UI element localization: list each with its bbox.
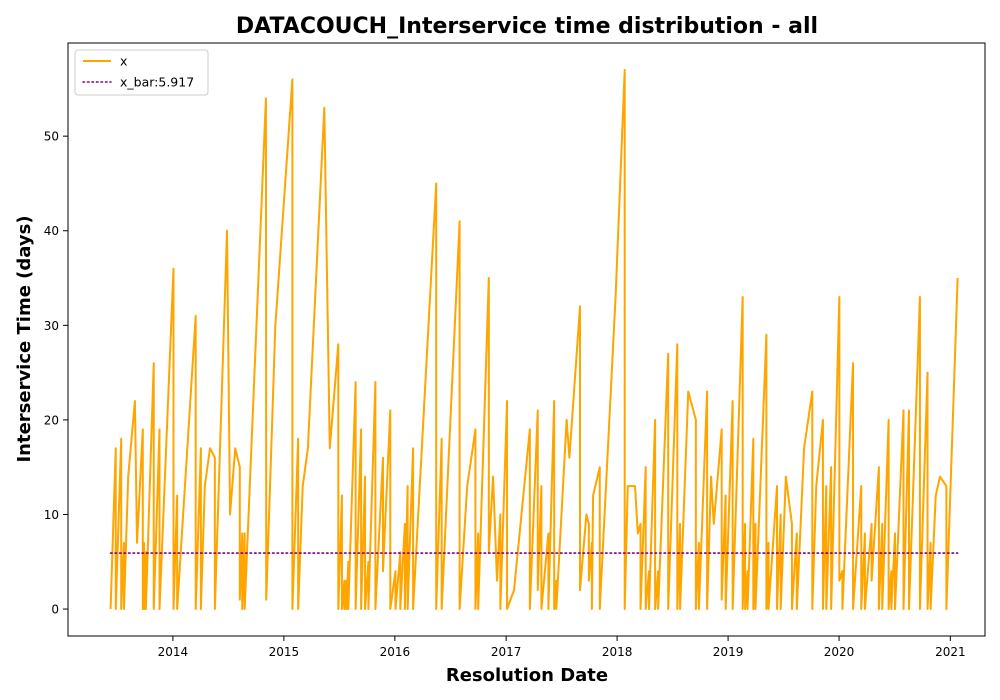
y-axis-label: Interservice Time (days) (14, 215, 35, 462)
y-tick-label: 50 (44, 130, 59, 144)
x-tick-label: 2019 (713, 645, 744, 659)
x-tick-label: 2021 (935, 645, 966, 659)
x-tick-label: 2015 (269, 645, 300, 659)
legend-label: x (120, 54, 127, 69)
x-axis-label: Resolution Date (446, 665, 608, 686)
y-tick-label: 0 (51, 603, 59, 617)
x-tick-label: 2018 (602, 645, 633, 659)
y-tick-label: 30 (44, 319, 59, 333)
legend-label: x_bar:5.917 (120, 75, 194, 90)
legend: x x_bar:5.917 (75, 50, 208, 95)
y-tick-label: 20 (44, 413, 59, 427)
x-tick-label: 2014 (158, 645, 189, 659)
y-tick-label: 40 (44, 224, 59, 238)
x-tick-label: 2016 (380, 645, 411, 659)
chart-title: DATACOUCH_Interservice time distribution… (236, 14, 818, 39)
x-tick-label: 2017 (491, 645, 522, 659)
y-tick-label: 10 (44, 508, 59, 522)
x-tick-label: 2020 (824, 645, 855, 659)
